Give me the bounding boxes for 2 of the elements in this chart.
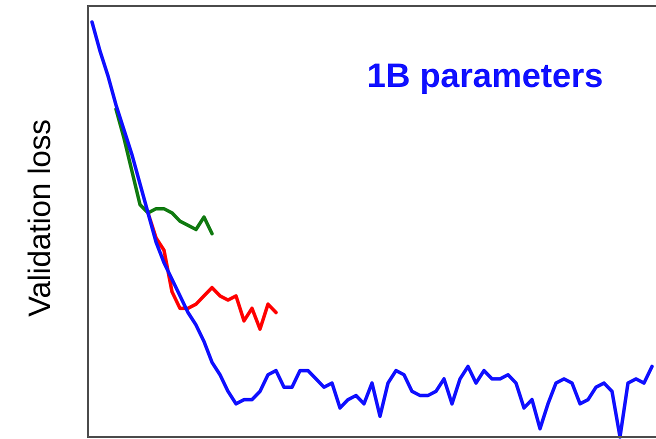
text: 1B parameters	[366, 57, 604, 95]
y-axis-title: Validation loss	[22, 119, 57, 317]
